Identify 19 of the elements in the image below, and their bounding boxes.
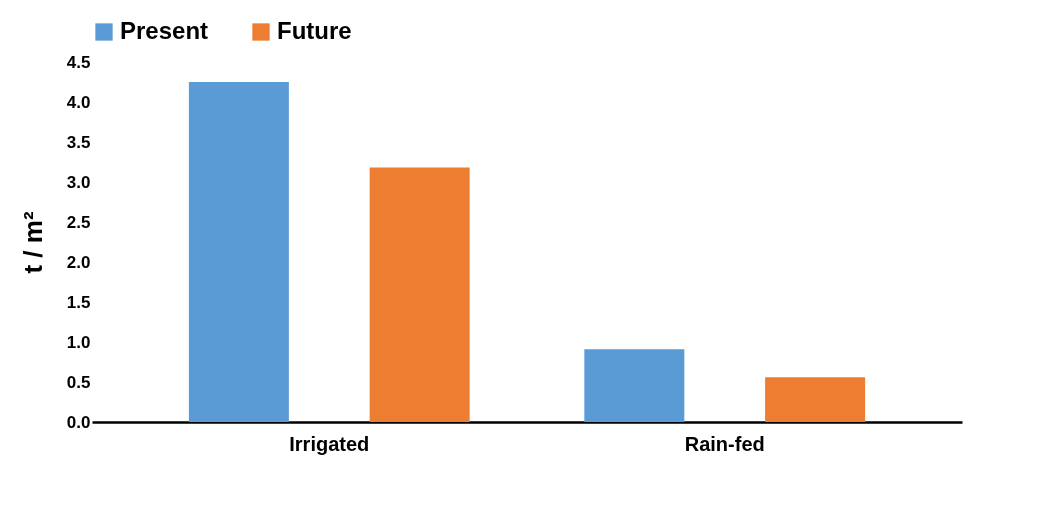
x-tick-label: Rain-fed xyxy=(684,432,765,455)
y-tick-label: 4.5 xyxy=(66,52,91,72)
y-tick-label: 3.5 xyxy=(66,132,91,152)
bar xyxy=(369,167,470,422)
x-tick-label: Irrigated xyxy=(289,432,370,455)
y-tick-label: 0.0 xyxy=(66,412,91,432)
legend-label: Present xyxy=(120,17,209,44)
y-axis-title: t / m² xyxy=(17,211,48,274)
y-tick-label: 4.0 xyxy=(66,92,91,112)
legend-label: Future xyxy=(277,17,352,44)
y-tick-label: 2.5 xyxy=(66,212,91,232)
bar xyxy=(765,377,866,422)
y-tick-label: 0.5 xyxy=(66,372,91,392)
y-tick-label: 1.0 xyxy=(66,332,91,352)
y-tick-label: 3.0 xyxy=(66,172,91,192)
bar xyxy=(584,349,685,422)
y-tick-label: 2.0 xyxy=(66,252,91,272)
y-tick-label: 1.5 xyxy=(66,292,91,312)
bar xyxy=(188,82,289,422)
